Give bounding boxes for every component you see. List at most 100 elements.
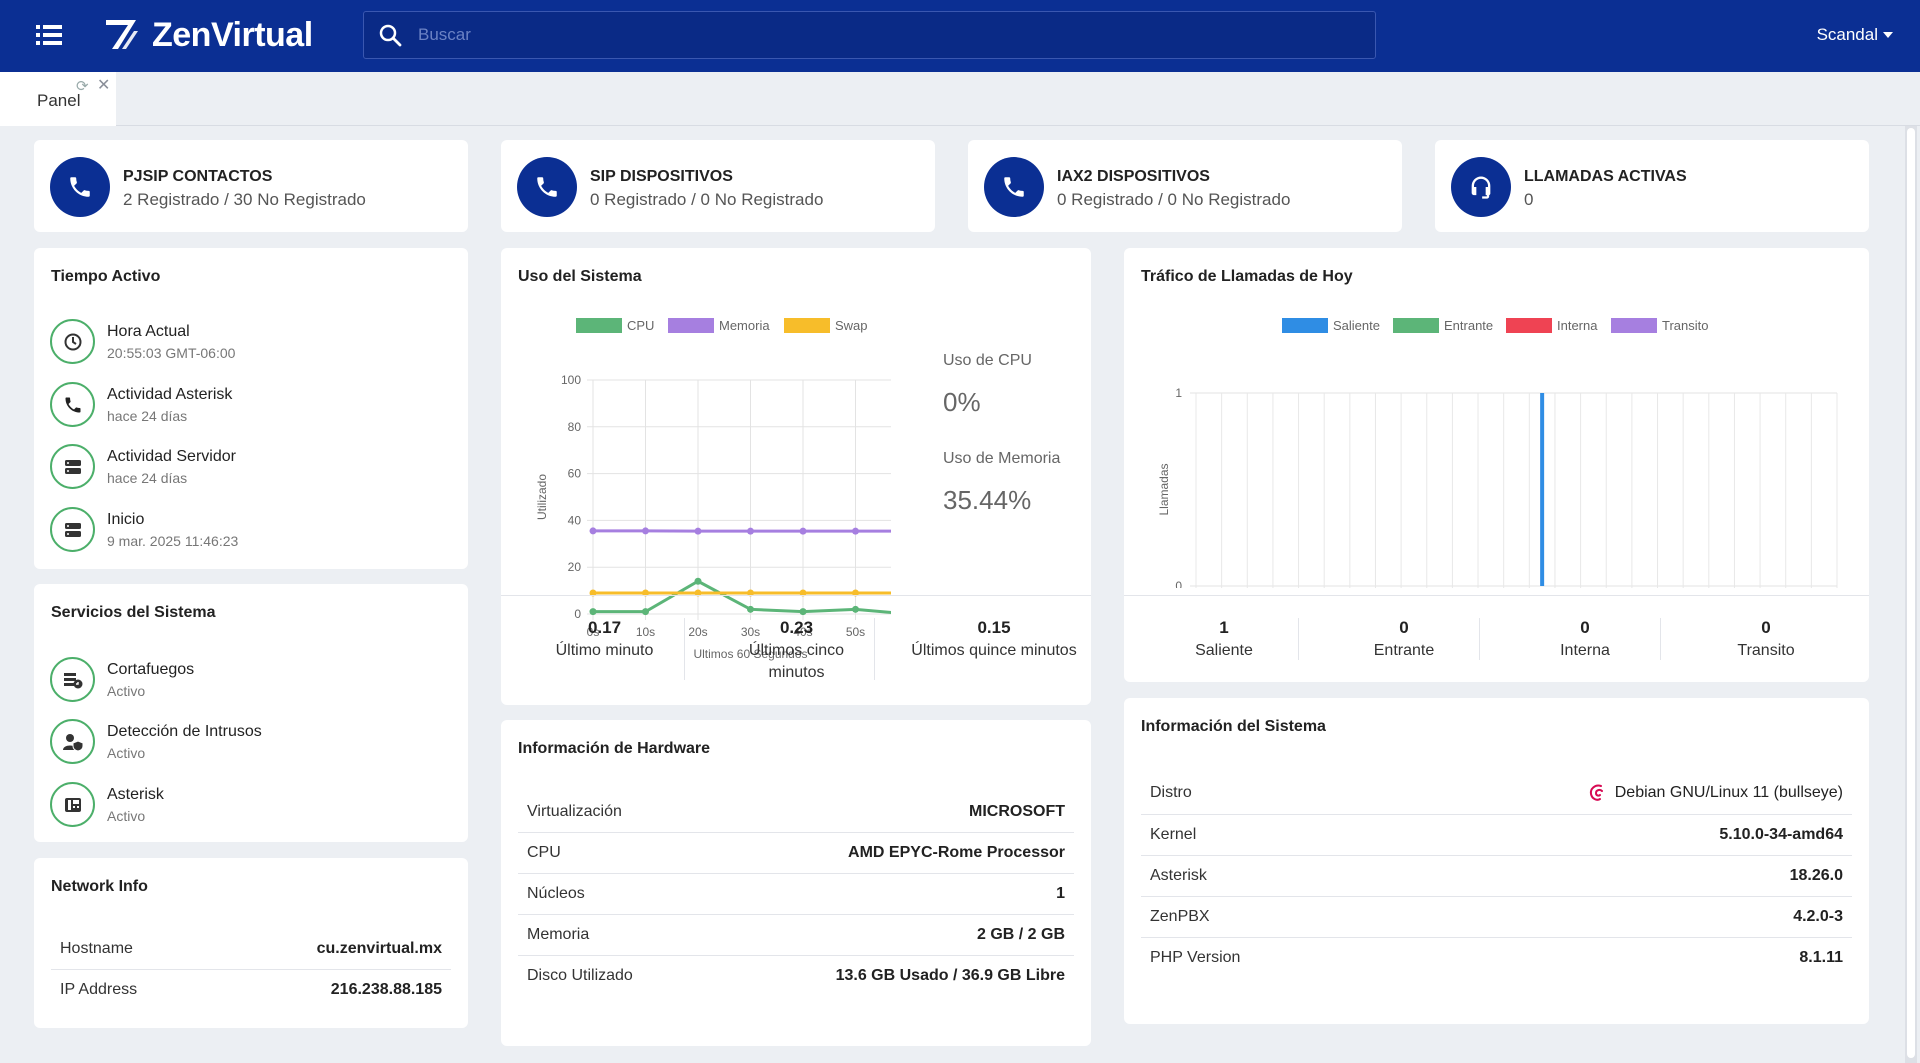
row-value: AMD EPYC-Rome Processor bbox=[848, 844, 1065, 861]
divider bbox=[1124, 595, 1869, 596]
row-key: CPU bbox=[527, 844, 561, 861]
total-value: 0 bbox=[1580, 618, 1590, 637]
divider bbox=[1660, 618, 1661, 660]
legend-swatch bbox=[1506, 318, 1552, 333]
data-point bbox=[694, 577, 702, 585]
total-label: Interna bbox=[1560, 642, 1610, 659]
legend-swatch bbox=[576, 318, 622, 333]
phone-icon bbox=[984, 157, 1044, 217]
row-key: PHP Version bbox=[1150, 949, 1241, 966]
tab-panel[interactable]: Panel ⟳ ✕ bbox=[0, 72, 116, 126]
scroll-thumb[interactable] bbox=[1907, 128, 1915, 1058]
search-input[interactable] bbox=[418, 12, 1358, 58]
row-key: IP Address bbox=[60, 981, 138, 998]
row-key: Virtualización bbox=[527, 803, 622, 820]
row-value: 1 bbox=[1056, 885, 1065, 902]
data-point bbox=[642, 608, 649, 616]
legend-label: Interna bbox=[1557, 318, 1598, 333]
row-value: 4.2.0-3 bbox=[1793, 908, 1843, 925]
legend-label: Entrante bbox=[1444, 318, 1494, 333]
table-row: PHP Version 8.1.11 bbox=[1141, 938, 1852, 979]
clock-icon bbox=[50, 319, 95, 364]
data-point bbox=[747, 527, 754, 535]
x-tick-label: 50s bbox=[846, 625, 865, 639]
hardware-card: Información de Hardware Virtualización M… bbox=[501, 720, 1091, 1046]
close-icon[interactable]: ✕ bbox=[97, 77, 111, 94]
menu-icon[interactable] bbox=[34, 22, 64, 48]
memory-usage-value: 35.44% bbox=[943, 485, 1032, 515]
total-entrante: 0 Entrante bbox=[1354, 618, 1454, 662]
data-point bbox=[799, 527, 807, 535]
logo[interactable]: ZenVirtual bbox=[104, 15, 313, 55]
data-point bbox=[852, 589, 859, 597]
table-row: Hostname cu.zenvirtual.mx bbox=[51, 929, 451, 970]
row-value: 216.238.88.185 bbox=[330, 981, 442, 998]
data-point bbox=[642, 589, 649, 597]
top-bar: ZenVirtual Scandal bbox=[0, 0, 1920, 72]
row-key: Disco Utilizado bbox=[527, 967, 633, 984]
legend-item-transito[interactable]: Transito bbox=[1611, 318, 1708, 333]
user-menu[interactable]: Scandal bbox=[1817, 25, 1894, 45]
bar-saliente bbox=[1540, 393, 1545, 586]
item-value: hace 24 días bbox=[107, 408, 188, 424]
item-label: Actividad Servidor bbox=[107, 448, 236, 465]
series-line-cpu bbox=[593, 579, 891, 614]
memory-usage-label: Uso de Memoria bbox=[943, 450, 1061, 467]
x-tick-label: 30s bbox=[741, 625, 760, 639]
legend-label: Saliente bbox=[1333, 318, 1380, 333]
y-tick-label: 60 bbox=[568, 467, 582, 481]
legend-item-swap[interactable]: Swap bbox=[784, 318, 868, 333]
row-key: Memoria bbox=[527, 926, 590, 943]
refresh-icon[interactable]: ⟳ bbox=[76, 78, 89, 95]
row-value: MICROSOFT bbox=[969, 803, 1065, 820]
legend-item-memoria[interactable]: Memoria bbox=[668, 318, 770, 333]
legend-swatch bbox=[668, 318, 714, 333]
total-label: Entrante bbox=[1373, 642, 1435, 659]
load-value: 0.17 bbox=[587, 618, 622, 637]
y-tick-label: 100 bbox=[561, 373, 581, 387]
load-5m: 0.23 Últimos cinco minutos bbox=[723, 618, 870, 684]
table-row: Asterisk 18.26.0 bbox=[1141, 856, 1852, 897]
table-row: Distro Debian GNU/Linux 11 (bullseye) bbox=[1141, 771, 1852, 815]
stat-card-sip: SIP DISPOSITIVOS 0 Registrado / 0 No Reg… bbox=[501, 140, 935, 232]
row-value: 5.10.0-34-amd64 bbox=[1719, 826, 1843, 843]
data-point bbox=[852, 527, 859, 535]
intrusion-icon bbox=[50, 719, 95, 764]
debian-logo-icon bbox=[1589, 784, 1603, 801]
item-label: Asterisk bbox=[107, 786, 164, 803]
stat-card-active-calls: LLAMADAS ACTIVAS 0 bbox=[1435, 140, 1869, 232]
divider bbox=[1298, 618, 1299, 660]
search-icon[interactable] bbox=[378, 23, 402, 47]
table-row: Virtualización MICROSOFT bbox=[518, 792, 1074, 833]
row-value: 18.26.0 bbox=[1789, 867, 1843, 884]
total-label: Saliente bbox=[1195, 642, 1253, 659]
scrollbar[interactable] bbox=[1905, 126, 1917, 1063]
card-title: Network Info bbox=[51, 878, 148, 895]
card-title: Uso del Sistema bbox=[518, 268, 642, 285]
x-tick-label: 40s bbox=[793, 625, 812, 639]
logo-mark-icon bbox=[106, 20, 138, 49]
load-value: 0.23 bbox=[779, 618, 814, 637]
legend-item-interna[interactable]: Interna bbox=[1506, 318, 1597, 333]
legend-item-saliente[interactable]: Saliente bbox=[1282, 318, 1380, 333]
load-label: Últimos quince minutos bbox=[911, 642, 1077, 659]
data-point bbox=[642, 527, 649, 535]
table-row: Memoria 2 GB / 2 GB bbox=[518, 915, 1074, 956]
item-value: Activo bbox=[107, 683, 146, 699]
stat-card-pjsip: PJSIP CONTACTOS 2 Registrado / 30 No Reg… bbox=[34, 140, 468, 232]
item-label: Detección de Intrusos bbox=[107, 723, 262, 740]
headset-icon bbox=[1451, 157, 1511, 217]
card-title: Información del Sistema bbox=[1141, 718, 1326, 735]
legend-item-entrante[interactable]: Entrante bbox=[1393, 318, 1493, 333]
load-15m: 0.15 Últimos quince minutos bbox=[909, 618, 1079, 662]
phone-icon bbox=[50, 157, 110, 217]
item-value: Activo bbox=[107, 745, 146, 761]
row-key: ZenPBX bbox=[1150, 908, 1210, 925]
y-axis-label: Llamadas bbox=[1157, 463, 1171, 515]
phone-icon bbox=[50, 382, 95, 427]
y-tick-label: 40 bbox=[568, 513, 582, 527]
services-card: Servicios del Sistema Cortafuegos Activo… bbox=[34, 584, 468, 842]
legend-item-cpu[interactable]: CPU bbox=[576, 318, 654, 333]
row-value: 2 GB / 2 GB bbox=[976, 926, 1065, 943]
divider bbox=[501, 595, 1091, 596]
